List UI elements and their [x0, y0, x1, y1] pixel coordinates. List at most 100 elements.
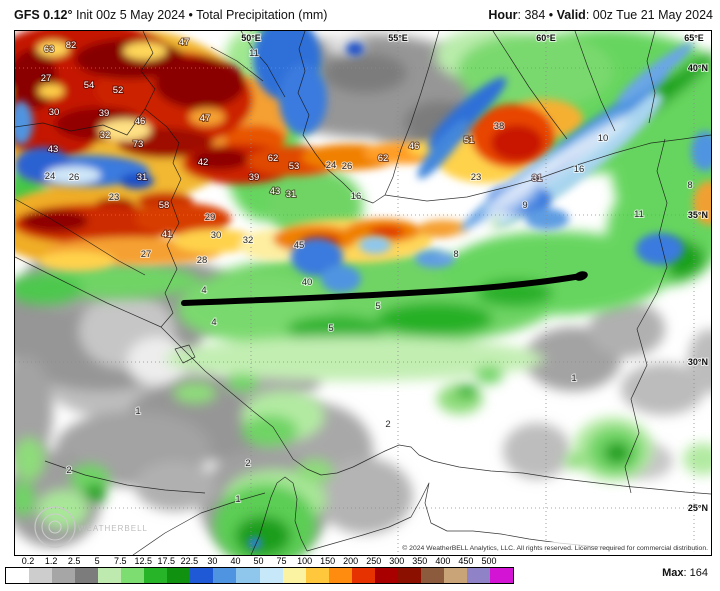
precip-value: 43 — [48, 144, 59, 155]
legend-bar: 0.2 1.2 2.5 5 7.5 12.5 17.5 22.5 30 40 50 75 100 150 2… — [0, 556, 720, 591]
model-name: GFS 0.12° — [14, 8, 73, 22]
precip-value: 26 — [69, 172, 80, 183]
valid-time: Hour: 384 • Valid: 00z Tue 21 May 2024 — [488, 8, 713, 22]
max-number: : 164 — [683, 567, 708, 579]
precip-value: 5 — [328, 323, 333, 334]
valid-value: : 00z Tue 21 May 2024 — [585, 8, 713, 22]
precip-value: 28 — [197, 255, 208, 266]
legend-tick-labels: 0.2 1.2 2.5 5 7.5 12.5 17.5 22.5 30 40 50 75 100 150 2… — [5, 556, 512, 566]
meridian-label: 65°E — [684, 33, 704, 43]
legend-color-box — [6, 568, 30, 583]
legend-tick-label: 12.5 — [134, 556, 153, 566]
precip-value: 62 — [378, 153, 389, 164]
legend-color-scale — [5, 567, 514, 584]
precip-value: 39 — [249, 172, 260, 183]
legend-tick-label: 40 — [230, 556, 241, 566]
legend-color-box — [190, 568, 214, 583]
legend-tick-label: 17.5 — [157, 556, 176, 566]
precip-value: 53 — [289, 161, 300, 172]
precip-value: 27 — [141, 249, 152, 260]
precip-value: 2 — [385, 419, 390, 430]
borders-layer — [15, 31, 711, 555]
copyright-group: © 2024 WeatherBELL Analytics, LLC. All r… — [399, 542, 709, 553]
border-centralasia-1 — [492, 31, 568, 140]
legend-tick-label: 50 — [253, 556, 264, 566]
legend-color-box — [489, 568, 514, 583]
precip-value: 8 — [453, 249, 458, 260]
legend-color-box — [466, 568, 490, 583]
hour-label: Hour — [488, 8, 518, 22]
precip-value: 30 — [211, 230, 222, 241]
precip-value: 23 — [109, 192, 120, 203]
border-iraq-syria — [15, 198, 146, 276]
legend-color-box — [236, 568, 260, 583]
valid-label: Valid — [556, 8, 586, 22]
precip-value: 11 — [634, 209, 644, 220]
parallel-label: 40°N — [688, 63, 708, 73]
legend-tick-label: 150 — [320, 556, 336, 566]
legend-tick-label: 7.5 — [113, 556, 127, 566]
legend-color-box — [420, 568, 444, 583]
precip-value: 39 — [99, 108, 110, 119]
precip-value: 1 — [235, 494, 240, 505]
meridian-label: 60°E — [536, 33, 556, 43]
precip-value: 46 — [409, 141, 420, 152]
meridian-label: 50°E — [241, 33, 261, 43]
precip-value: 29 — [205, 212, 216, 223]
legend-color-box — [213, 568, 237, 583]
precip-value: 82 — [66, 40, 77, 51]
precip-value: 46 — [135, 116, 146, 127]
map-title: GFS 0.12° Init 00z 5 May 2024 • Total Pr… — [14, 8, 327, 22]
border-centralasia-2 — [574, 31, 616, 132]
dry-slot — [439, 115, 629, 255]
precip-value: 1 — [571, 373, 576, 384]
caspian-coastline — [297, 31, 440, 204]
precip-value: 31 — [532, 173, 543, 184]
border-afghanistan — [656, 138, 668, 294]
parallel-label: 25°N — [688, 503, 708, 513]
legend-tick-label: 5 — [94, 556, 100, 566]
precip-value: 63 — [44, 44, 55, 55]
legend-tick-label: 100 — [297, 556, 313, 566]
legend-tick-label: 2.5 — [67, 556, 81, 566]
precip-value: 23 — [471, 172, 482, 183]
parallel-label: 35°N — [688, 210, 708, 220]
precip-value: 47 — [200, 113, 211, 124]
precip-value: 4 — [211, 317, 216, 328]
precip-value: 58 — [159, 200, 170, 211]
border-centralasia-3 — [646, 31, 656, 124]
max-value: Max: 164 — [662, 567, 708, 579]
border-turkey — [140, 31, 156, 110]
saudi-border-2 — [44, 460, 206, 494]
hour-value: : 384 • — [517, 8, 557, 22]
uae-oman-coast — [306, 482, 616, 552]
precip-value: 30 — [49, 107, 60, 118]
legend-color-box — [328, 568, 352, 583]
legend-color-box — [259, 568, 283, 583]
qatar-coast — [250, 476, 308, 555]
precip-value: 24 — [326, 160, 337, 171]
max-label: Max — [662, 567, 684, 579]
gulf-north-coast — [160, 326, 711, 495]
border-turkey-syria — [15, 108, 146, 136]
border-iraq-saudi — [15, 256, 162, 328]
saudi-border-1 — [132, 492, 266, 555]
precip-value: 32 — [243, 235, 254, 246]
precip-value: 47 — [179, 37, 190, 48]
border-iran-iraq — [144, 108, 182, 328]
precip-value: 27 — [41, 73, 52, 84]
legend-color-box — [374, 568, 398, 583]
legend-color-box — [144, 568, 168, 583]
precip-value: 42 — [198, 157, 209, 168]
legend-tick-label: 300 — [389, 556, 405, 566]
precip-value: 10 — [598, 133, 609, 144]
legend-color-box — [305, 568, 329, 583]
legend-color-box — [167, 568, 191, 583]
legend-color-box — [75, 568, 99, 583]
legend-color-box — [351, 568, 375, 583]
legend-color-box — [29, 568, 53, 583]
precip-value: 24 — [45, 171, 56, 182]
legend-color-box — [443, 568, 467, 583]
